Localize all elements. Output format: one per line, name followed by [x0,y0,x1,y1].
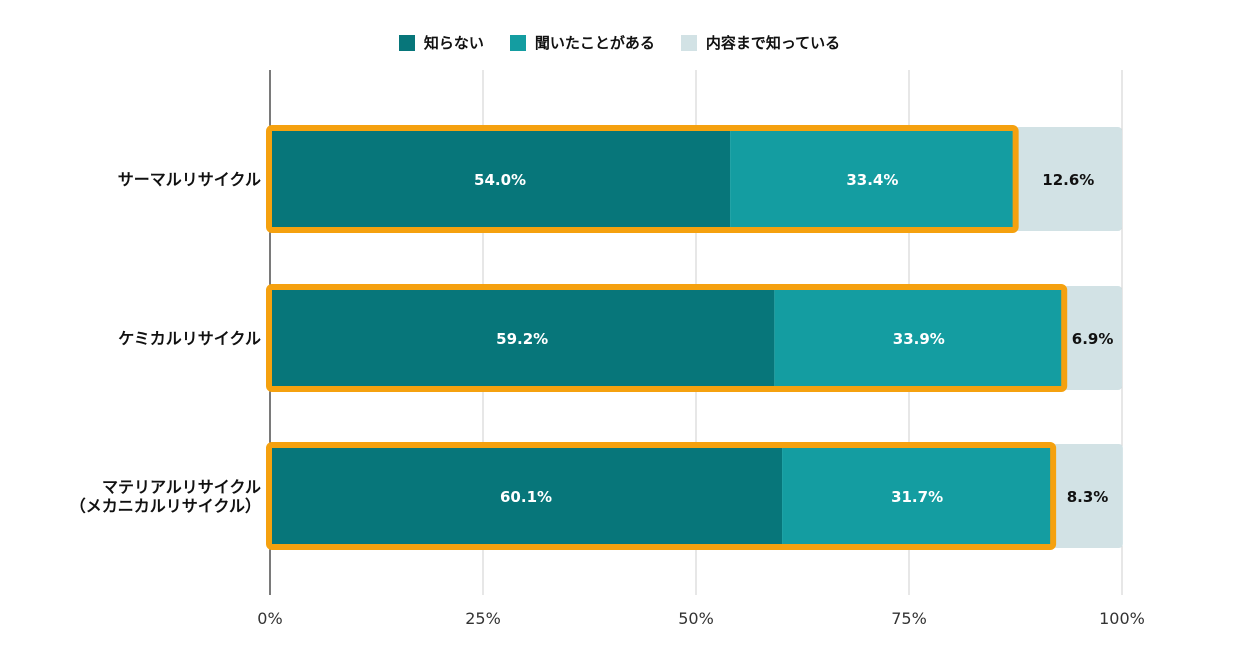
legend-label: 知らない [423,34,484,52]
legend-item-know-contents: 内容まで知っている [680,32,841,53]
data-label: 31.7% [891,488,943,506]
data-label: 54.0% [474,171,526,189]
bar-segment [774,286,1064,390]
category-label: サーマルリサイクル [118,170,261,189]
bar-segment [1052,444,1123,548]
data-label: 33.4% [846,171,898,189]
bar-segment [1014,127,1122,231]
bar-segment [270,444,783,548]
bar-segment [782,444,1053,548]
x-tick-label: 75% [891,609,927,628]
labels-layer: 54.0% 33.4% 12.6% 59.2% 33.9% 6.9% 60.1% 31.7% 8… [266,125,1114,550]
category-label: （メカニカルリサイクル） [70,497,261,516]
legend-swatch [680,34,697,51]
bar-segment [270,286,775,390]
x-tick-label: 25% [465,609,501,628]
x-tick-label: 100% [1099,609,1145,628]
category-label: ケミカルリサイクル [118,329,261,348]
highlight-outline [266,284,1068,392]
data-label: 12.6% [1042,171,1094,189]
bars-layer [270,127,1123,548]
data-label: 8.3% [1067,488,1109,506]
highlight-outline [266,442,1057,550]
category-label: マテリアルリサイクル [102,478,261,497]
bar-segment [1063,286,1122,390]
x-tick-label: 0% [257,609,282,628]
legend-item-unknown: 知らない [398,32,484,53]
data-label: 60.1% [500,488,552,506]
legend-item-heard: 聞いたことがある [509,32,655,53]
axis-layer: 0% 25% 50% 75% 100% サーマルリサイクルケミカルリサイクルマテリアルリサ… [70,170,1145,628]
legend-swatch [398,34,415,51]
highlight-outline [266,125,1019,233]
x-tick-label: 50% [678,609,714,628]
legend: 知らない 聞いたことがある 内容まで知っている [0,32,1239,53]
data-label: 6.9% [1072,330,1114,348]
bar-segment [270,127,731,231]
legend-label: 内容まで知っている [705,34,841,52]
data-label: 33.9% [893,330,945,348]
legend-swatch [509,34,526,51]
data-label: 59.2% [496,330,548,348]
bar-segment [730,127,1015,231]
legend-label: 聞いたことがある [534,34,655,52]
